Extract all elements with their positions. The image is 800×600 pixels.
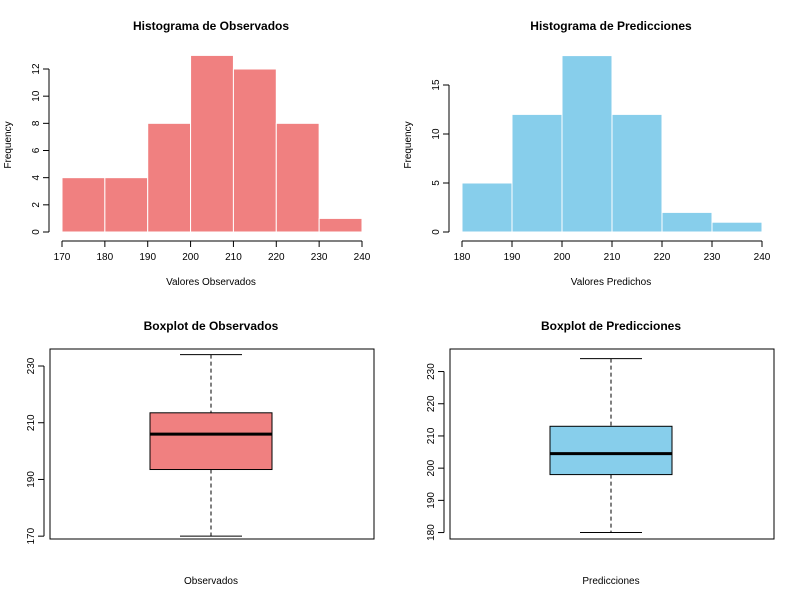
y-tick-label: 2 <box>31 202 42 208</box>
x-tick-label: 200 <box>554 252 571 263</box>
x-tick-label: 200 <box>182 252 199 263</box>
y-tick-label: 180 <box>426 524 437 541</box>
y-tick-label: 0 <box>431 229 442 235</box>
histogram-bar <box>511 113 563 233</box>
histogram-bar <box>190 54 234 233</box>
x-axis-label: Observados <box>184 576 238 587</box>
histogram-bar <box>61 177 106 233</box>
boxplot-observados: Boxplot de Observados Observados 170 190 2… <box>26 319 375 587</box>
y-tick-label: 170 <box>26 527 37 544</box>
plot-frame <box>449 348 775 540</box>
histogram-bar <box>561 55 613 233</box>
y-tick-label: 0 <box>31 229 42 235</box>
chart-title: Boxplot de Predicciones <box>541 319 681 333</box>
x-tick-label: 220 <box>268 252 285 263</box>
histogram-predicciones: Histograma de Predicciones Valores Predi… <box>403 19 771 288</box>
histogram-bar <box>104 177 149 233</box>
y-tick-label: 220 <box>426 395 437 412</box>
chart-title: Histograma de Observados <box>133 19 289 33</box>
y-tick-label: 210 <box>426 427 437 444</box>
x-tick-label: 180 <box>97 252 114 263</box>
y-tick-label: 10 <box>431 128 442 140</box>
x-tick-label: 240 <box>754 252 771 263</box>
chart-title: Histograma de Predicciones <box>530 19 692 33</box>
x-tick-label: 230 <box>704 252 721 263</box>
chart-title: Boxplot de Observados <box>144 319 279 333</box>
x-tick-label: 180 <box>454 252 471 263</box>
y-tick-label: 8 <box>31 120 42 126</box>
y-tick-label: 190 <box>26 471 37 488</box>
histogram-bar <box>611 113 663 233</box>
y-tick-label: 190 <box>426 492 437 509</box>
histogram-bar <box>147 122 192 233</box>
x-axis-label: Predicciones <box>582 576 639 587</box>
y-tick-label: 230 <box>26 357 37 374</box>
interquartile-box <box>549 425 673 476</box>
y-tick-label: 10 <box>31 90 42 102</box>
plot-frame <box>49 348 375 540</box>
y-tick-label: 210 <box>26 414 37 431</box>
x-tick-label: 230 <box>311 252 328 263</box>
x-axis-label: Valores Predichos <box>571 277 651 288</box>
y-tick-label: 4 <box>31 174 42 180</box>
y-tick-label: 230 <box>426 363 437 380</box>
x-tick-label: 210 <box>225 252 242 263</box>
histogram-bar <box>711 221 763 233</box>
x-axis-label: Valores Observados <box>166 277 256 288</box>
histogram-observados: Histograma de Observados Valores Observa… <box>3 19 371 288</box>
x-tick-label: 220 <box>654 252 671 263</box>
histogram-bar <box>275 122 320 233</box>
y-tick-label: 6 <box>31 147 42 153</box>
x-tick-label: 240 <box>354 252 371 263</box>
histogram-bar <box>318 217 363 233</box>
y-tick-label: 12 <box>31 63 42 75</box>
histogram-bar <box>661 211 713 233</box>
histogram-bar <box>232 68 277 233</box>
histogram-bar <box>461 182 513 233</box>
y-axis-label: Frequency <box>403 121 414 168</box>
x-tick-label: 190 <box>504 252 521 263</box>
boxplot-predicciones: Boxplot de Predicciones Predicciones 180… <box>426 319 775 587</box>
y-tick-label: 200 <box>426 459 437 476</box>
y-tick-label: 15 <box>431 79 442 91</box>
x-tick-label: 210 <box>604 252 621 263</box>
interquartile-box <box>149 412 273 471</box>
y-tick-label: 5 <box>431 180 442 186</box>
x-tick-label: 190 <box>139 252 156 263</box>
x-tick-label: 170 <box>54 252 71 263</box>
y-axis-label: Frequency <box>3 121 14 168</box>
